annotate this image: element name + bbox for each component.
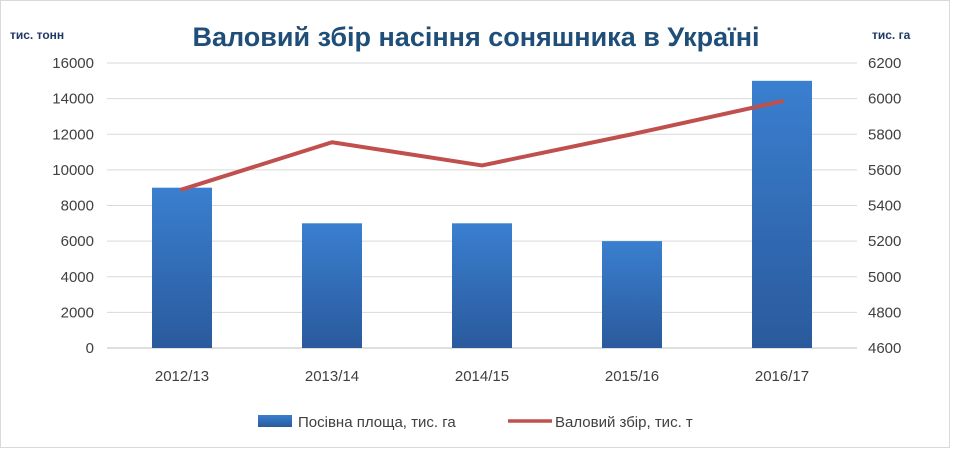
x-tick-label: 2012/13	[155, 368, 209, 385]
legend-swatch-bars	[258, 415, 292, 427]
line-path	[180, 99, 784, 192]
right-tick-label: 5200	[868, 233, 901, 250]
left-tick-label: 4000	[61, 269, 94, 286]
right-tick-label: 6200	[868, 55, 901, 72]
legend-label-line: Валовий збір, тис. т	[555, 414, 693, 431]
left-tick-label: 10000	[52, 162, 94, 179]
right-tick-label: 5800	[868, 126, 901, 143]
right-tick-label: 4800	[868, 304, 901, 321]
right-tick-label: 4600	[868, 340, 901, 357]
bar	[302, 223, 362, 348]
x-tick-label: 2016/17	[755, 368, 809, 385]
left-tick-label: 12000	[52, 126, 94, 143]
right-tick-label: 6000	[868, 91, 901, 108]
bar	[752, 80, 812, 348]
right-tick-label: 5600	[868, 162, 901, 179]
left-axis-ticks: 0 2000 4000 6000 8000 10000 12000 14000 16000	[52, 55, 94, 357]
x-axis-ticks: 2012/13 2013/14 2014/15 2015/16 2016/17	[155, 368, 809, 385]
right-tick-label: 5000	[868, 269, 901, 286]
left-tick-label: 16000	[52, 55, 94, 72]
x-tick-label: 2013/14	[305, 368, 359, 385]
right-axis-unit-label: тис. га	[872, 28, 911, 42]
right-tick-label: 5400	[868, 198, 901, 215]
right-axis-ticks: 4600 4800 5000 5200 5400 5600 5800 6000 6200	[868, 55, 901, 357]
x-tick-label: 2014/15	[455, 368, 509, 385]
bar	[452, 223, 512, 348]
legend: Посівна площа, тис. га Валовий збір, тис…	[258, 414, 693, 431]
x-tick-label: 2015/16	[605, 368, 659, 385]
chart-title: Валовий збір насіння соняшника в Україні	[192, 22, 759, 52]
left-tick-label: 0	[86, 340, 94, 357]
line-series	[180, 99, 784, 192]
left-axis-unit-label: тис. тонн	[10, 28, 64, 42]
left-tick-label: 6000	[61, 233, 94, 250]
bar-series	[152, 80, 812, 348]
left-tick-label: 8000	[61, 198, 94, 215]
gridlines	[107, 62, 857, 349]
left-tick-label: 14000	[52, 91, 94, 108]
legend-label-bars: Посівна площа, тис. га	[298, 414, 456, 431]
left-tick-label: 2000	[61, 304, 94, 321]
bar	[152, 187, 212, 348]
bar	[602, 241, 662, 348]
